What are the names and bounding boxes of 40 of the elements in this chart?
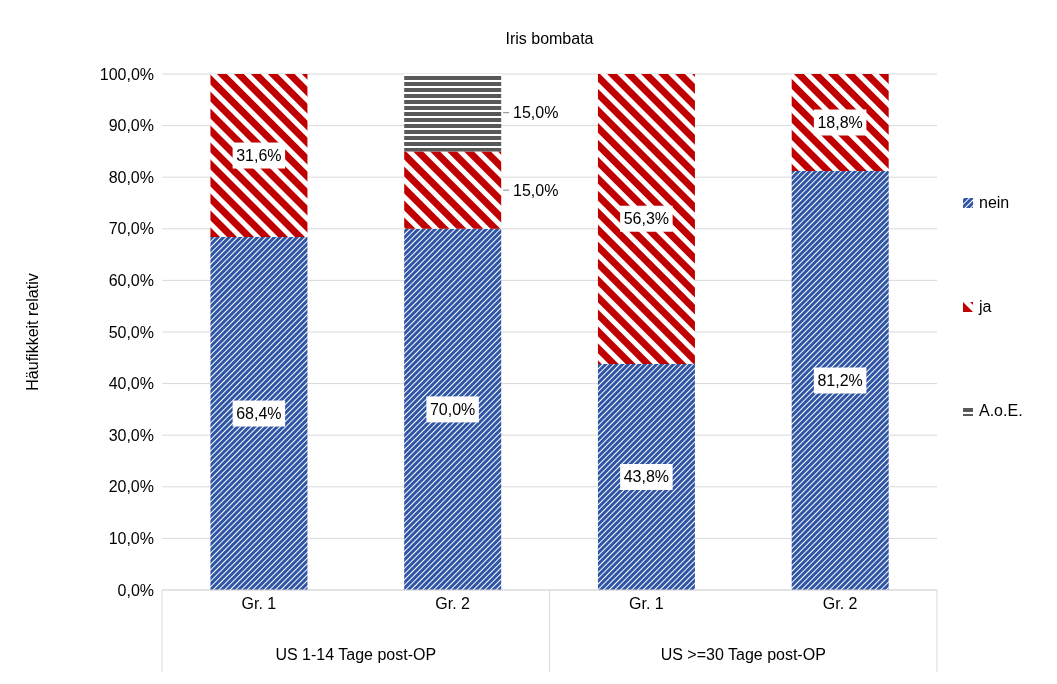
bar [597,363,695,590]
text: US >=30 Tage post-OP [659,646,827,664]
y-tick-label: 0,0% [117,581,154,599]
data-label: 70,0% [429,400,476,418]
y-tick-label: 10,0% [108,530,154,548]
y-tick-label: 50,0% [108,323,154,341]
x-tick-label: Gr. 2 [822,595,858,613]
y-tick-label: 20,0% [108,478,154,496]
y-tick-label: 90,0% [108,117,154,135]
data-label: 15,0% [513,181,559,199]
y-axis-title: Häufikkeit relativ [23,273,41,391]
x-tick-label: Gr. 1 [241,595,277,613]
bar [210,74,308,238]
bar [791,74,889,172]
y-tick-label: 70,0% [108,220,154,238]
y-tick-label: 30,0% [108,426,154,444]
bar [404,228,502,590]
bar [597,74,695,364]
legend-label: ja [979,298,992,316]
legend-label: nein [979,194,1010,212]
x-tick-label: Gr. 1 [629,595,664,613]
bar [791,171,889,590]
legend-label: A.o.E. [979,402,1023,420]
chart-title: Iris bombata [504,30,595,48]
bar [404,74,502,152]
data-label: 31,6% [236,147,282,165]
text: US 1-14 Tage post-OP [274,646,438,664]
x-tick-label: Gr. 2 [435,595,471,613]
y-tick-label: 100,0% [99,65,154,83]
data-label: 15,0% [513,104,559,122]
data-label: 43,8% [623,468,670,486]
bar [210,237,308,590]
data-label: 81,2% [817,372,863,389]
data-label: 68,4% [236,405,282,423]
y-tick-label: 80,0% [108,168,154,186]
data-label: 56,3% [623,210,670,228]
bar [404,151,502,229]
data-label: 18,8% [817,114,863,131]
y-tick-label: 40,0% [108,375,154,393]
y-tick-label: 60,0% [108,272,154,290]
